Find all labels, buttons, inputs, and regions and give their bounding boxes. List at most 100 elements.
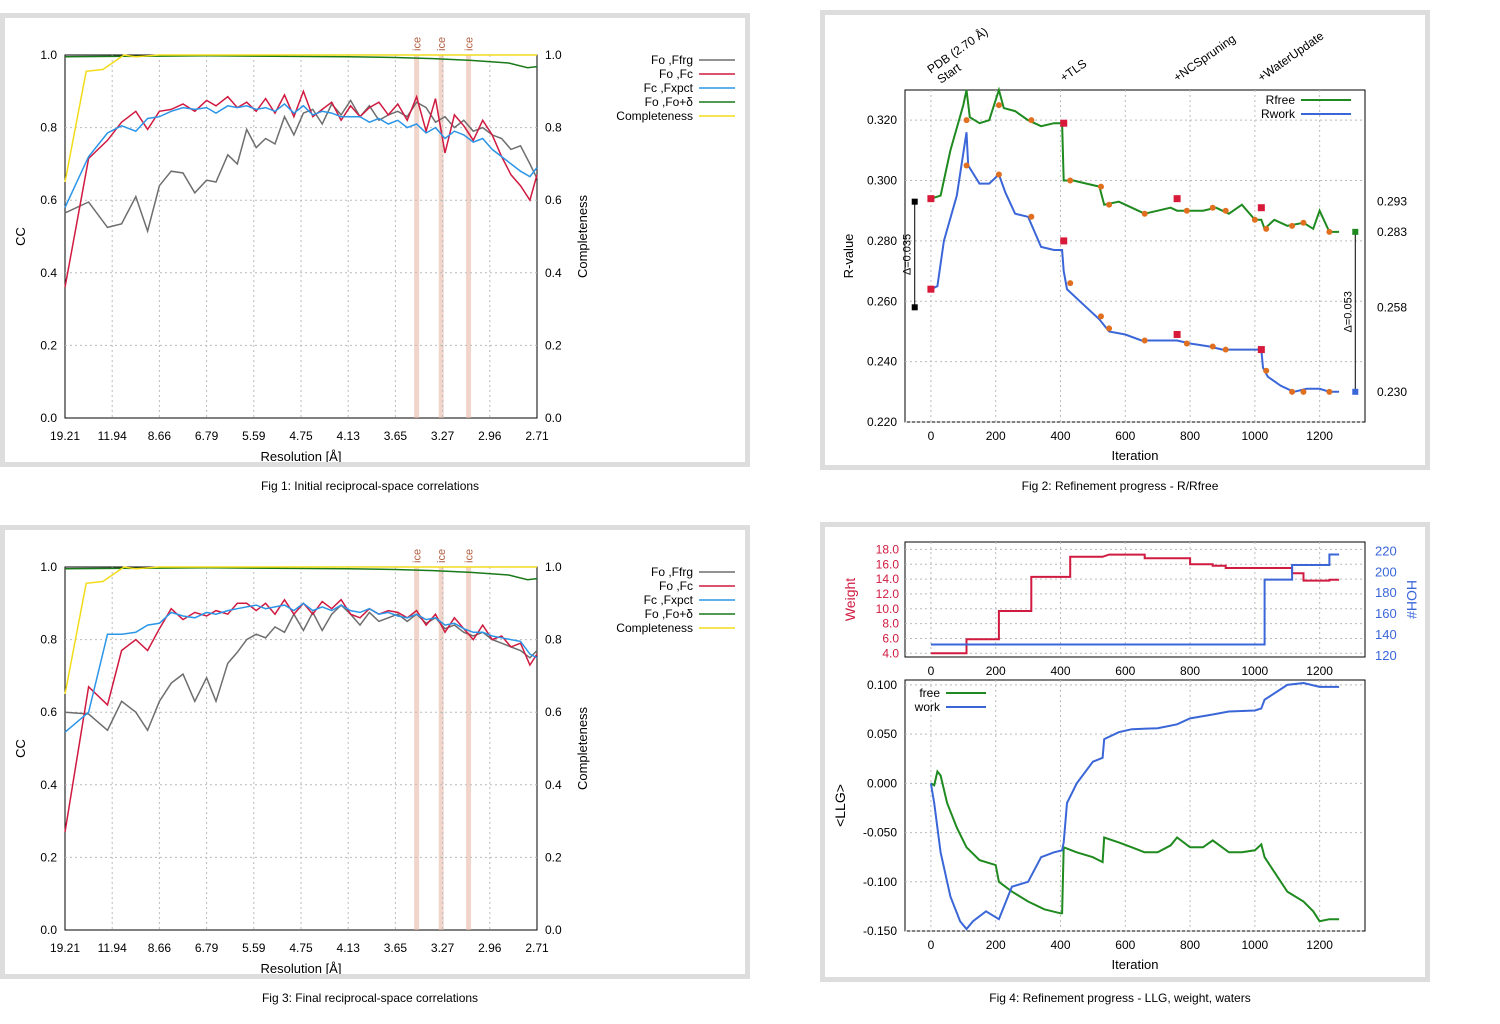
- y-tick-label: 0.2: [40, 338, 57, 352]
- x-tick-label: 1000: [1242, 938, 1269, 952]
- data-point-orange: [1067, 177, 1074, 184]
- ice-label: ice: [464, 549, 476, 563]
- data-point-orange: [1209, 343, 1216, 350]
- ice-band: [438, 55, 444, 418]
- data-point-orange: [1141, 337, 1148, 344]
- data-point-orange: [1326, 388, 1333, 395]
- x-tick-label: 200: [986, 938, 1006, 952]
- stage-label: +TLS: [1057, 56, 1089, 84]
- x-tick-label: 0: [928, 938, 935, 952]
- data-point-orange: [1097, 313, 1104, 320]
- top-plot-frame: [904, 541, 1366, 658]
- x-tick-label: 4.13: [337, 941, 361, 955]
- x-tick-label: 600: [1115, 429, 1135, 443]
- x-tick-label: 8.66: [148, 429, 172, 443]
- delta-right-label: Δ=0.053: [1342, 291, 1354, 332]
- data-point-orange: [1222, 207, 1229, 214]
- y-tick-label: 1.0: [40, 560, 57, 574]
- legend-label: Completeness: [616, 109, 693, 123]
- y-axis-label: CC: [13, 739, 28, 758]
- y-tick-label: -0.150: [863, 924, 897, 938]
- y-tick-label: 12.0: [876, 587, 900, 601]
- ice-band: [466, 55, 472, 418]
- y2-tick-label: 200: [1375, 564, 1397, 579]
- x-tick-label: 5.59: [242, 941, 266, 955]
- x-tick-label: 1000: [1242, 664, 1269, 678]
- x-tick-label: 1200: [1306, 429, 1333, 443]
- series-line-fc_fxpct: [64, 602, 538, 733]
- legend-label: Fo ,Fo+δ: [645, 607, 694, 621]
- x-tick-label: 800: [1180, 664, 1200, 678]
- legend-label: work: [914, 700, 941, 714]
- data-point-orange: [963, 162, 970, 169]
- ice-label: ice: [436, 549, 448, 563]
- y-tick-label: 0.220: [867, 415, 897, 429]
- x-tick-label: 6.79: [195, 941, 219, 955]
- series-line-fo_fo_delta: [64, 54, 538, 69]
- y-tick-label: 0.4: [40, 778, 57, 792]
- data-point-orange: [1300, 219, 1307, 226]
- data-point-red: [1173, 330, 1181, 338]
- y-tick-label: 1.0: [40, 48, 57, 62]
- y2-tick-label: 220: [1375, 543, 1397, 558]
- right-value-label: 0.230: [1377, 385, 1407, 399]
- data-point-orange: [1106, 325, 1113, 332]
- fig2-caption: Fig 2: Refinement progress - R/Rfree: [1021, 479, 1219, 493]
- x-tick-label: 19.21: [50, 429, 80, 443]
- y-tick-label: 0.4: [40, 266, 57, 280]
- data-point-red: [927, 285, 935, 293]
- data-point-green: [1352, 228, 1359, 235]
- x-tick-label: 5.59: [242, 429, 266, 443]
- series-line-rfree: [930, 86, 1340, 233]
- data-point-orange: [1209, 204, 1216, 211]
- y-tick-label: 0.100: [867, 678, 897, 692]
- fig2-panel: 0 200 400 600 800 1000 1200 0.220 0.240 0.260 0.28…: [820, 10, 1430, 470]
- right-value-label: 0.283: [1377, 225, 1407, 239]
- data-point-orange: [1251, 216, 1258, 223]
- y2-tick-label: 0.8: [545, 121, 562, 135]
- legend-label: Fo ,Fc: [659, 579, 693, 593]
- x-tick-label: 800: [1180, 429, 1200, 443]
- ice-label: ice: [436, 37, 448, 51]
- data-point-orange: [1289, 222, 1296, 229]
- legend-label: free: [919, 686, 940, 700]
- legend-label: Rwork: [1261, 107, 1296, 121]
- x-tick-label: 3.65: [384, 429, 408, 443]
- x-tick-label: 3.27: [431, 429, 455, 443]
- ice-band: [414, 567, 420, 930]
- data-point-red: [1060, 119, 1068, 127]
- data-point-orange: [1067, 280, 1074, 287]
- x-tick-label: 0: [928, 664, 935, 678]
- y-tick-label: 8.0: [882, 617, 899, 631]
- y-tick-label: 0.280: [867, 234, 897, 248]
- x-tick-label: 600: [1115, 938, 1135, 952]
- data-point-red: [1060, 237, 1068, 245]
- data-point-red: [927, 195, 935, 203]
- right-value-label: 0.293: [1377, 195, 1407, 209]
- y-tick-label: 0.000: [867, 776, 897, 790]
- data-point-orange: [1028, 213, 1035, 220]
- x-tick-label: 11.94: [98, 429, 127, 443]
- y2-tick-label: 0.0: [545, 923, 562, 937]
- y2-tick-label: 0.8: [545, 633, 562, 647]
- data-point-red: [1257, 346, 1265, 354]
- fig4-chart: 0 200 400 600 800 1000 12004.06.08.010.012.014…: [832, 541, 1420, 972]
- series-line-weight: [930, 553, 1340, 655]
- x-tick-label: 200: [986, 429, 1006, 443]
- y2-tick-label: 180: [1375, 585, 1397, 600]
- fig1-caption: Fig 1: Initial reciprocal-space correlat…: [260, 479, 480, 493]
- data-point-orange: [1222, 346, 1229, 353]
- data-point-orange: [1183, 340, 1190, 347]
- ice-label: ice: [412, 549, 424, 563]
- x-tick-label: 400: [1050, 664, 1070, 678]
- series-line-fo_fc: [64, 89, 538, 288]
- data-point-red: [1173, 195, 1181, 203]
- fig4-caption: Fig 4: Refinement progress - LLG, weight…: [989, 991, 1251, 1005]
- y-tick-label: -0.100: [863, 875, 897, 889]
- legend-label: Fo ,Ffrg: [651, 53, 693, 67]
- y2-tick-label: 160: [1375, 606, 1397, 621]
- delta-left-label: Δ=0.035: [902, 234, 914, 275]
- legend-label: Fo ,Fo+δ: [645, 95, 694, 109]
